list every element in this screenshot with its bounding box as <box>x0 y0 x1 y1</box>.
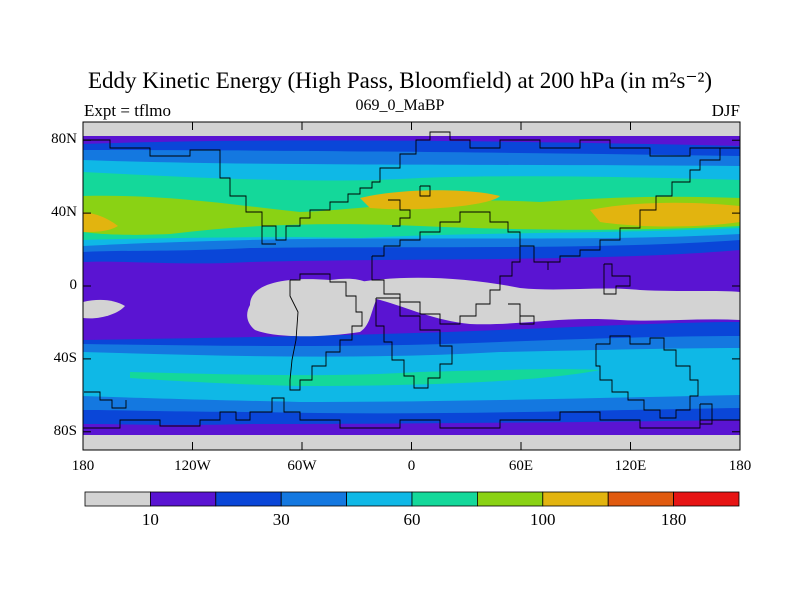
season-label: DJF <box>711 101 740 120</box>
lat-tick-label: 0 <box>69 277 78 293</box>
map-title: Eddy Kinetic Energy (High Pass, Bloomfie… <box>87 68 713 93</box>
colorbar-box <box>346 491 413 507</box>
lat-tick-label: 40N <box>51 204 77 221</box>
colorbar-box <box>607 491 675 507</box>
lat-tick-label: 80N <box>51 131 77 148</box>
coastlines <box>83 131 740 429</box>
colorbar-label: 180 <box>660 510 687 529</box>
colorbar-box <box>542 491 609 507</box>
colorbar-box <box>476 491 544 507</box>
colorbar-box <box>149 491 217 507</box>
colorbar <box>84 491 740 507</box>
colorbar-label: 30 <box>272 510 290 529</box>
colorbar-label: 10 <box>141 510 159 529</box>
contour-field <box>83 122 740 450</box>
map-subtitle: 069_0_MaBP <box>355 97 445 114</box>
colorbar-box <box>280 491 348 507</box>
lon-tick-label: 180 <box>71 458 95 474</box>
colorbar-label: 60 <box>403 510 421 529</box>
lon-tick-label: 0 <box>407 458 416 474</box>
lon-tick-label: 120E <box>614 458 647 474</box>
colorbar-box <box>84 491 151 507</box>
colorbar-box <box>673 491 740 507</box>
experiment-label: Expt = tflmo <box>84 101 172 120</box>
lon-tick-label: 60W <box>287 458 317 474</box>
lat-tick-label: 80S <box>53 422 77 439</box>
colorbar-label: 100 <box>530 510 556 529</box>
lon-tick-label: 180 <box>728 458 752 474</box>
lon-tick-label: 120W <box>174 458 211 474</box>
lon-tick-label: 60E <box>508 458 534 474</box>
colorbar-box <box>411 491 478 507</box>
lat-tick-label: 40S <box>53 349 77 366</box>
colorbar-box <box>215 491 282 507</box>
axis-ticks <box>82 122 741 450</box>
